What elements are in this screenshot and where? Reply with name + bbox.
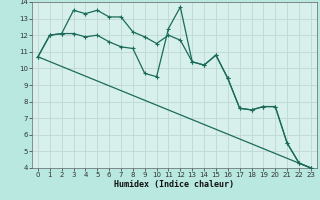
X-axis label: Humidex (Indice chaleur): Humidex (Indice chaleur) bbox=[115, 180, 234, 189]
